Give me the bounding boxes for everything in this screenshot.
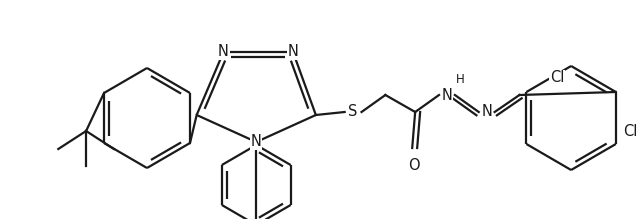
Text: N: N (251, 134, 262, 150)
Text: S: S (348, 104, 357, 120)
Text: N: N (481, 104, 492, 120)
Text: N: N (218, 44, 229, 60)
Text: N: N (287, 44, 298, 60)
Text: N: N (442, 88, 452, 102)
Text: H: H (456, 73, 465, 86)
Text: O: O (408, 158, 420, 173)
Text: Cl: Cl (550, 71, 564, 85)
Text: Cl: Cl (623, 124, 637, 140)
